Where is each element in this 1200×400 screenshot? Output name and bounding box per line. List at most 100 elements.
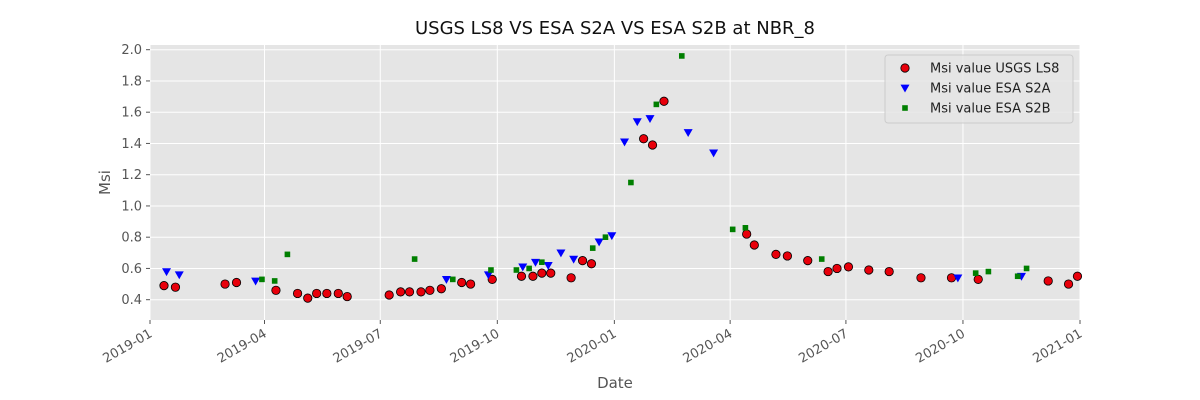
series-1 [162, 115, 1026, 286]
data-point [594, 238, 604, 247]
data-point [771, 249, 781, 259]
data-point [170, 282, 181, 292]
data-point [441, 276, 451, 284]
data-point [1014, 273, 1021, 280]
data-point [396, 287, 406, 297]
legend-marker [902, 105, 908, 111]
data-point [231, 277, 242, 288]
data-point [333, 288, 343, 299]
data-point [742, 225, 749, 231]
data-point [586, 259, 597, 269]
data-point [607, 232, 617, 241]
data-point [1072, 271, 1083, 281]
chart-title: USGS LS8 VS ESA S2A VS ESA S2B at NBR_8 [415, 18, 815, 39]
data-points [159, 53, 1083, 303]
y-tick-label: 2.0 [121, 43, 142, 58]
data-point [543, 261, 553, 270]
series-0 [159, 96, 1083, 303]
data-point [1023, 265, 1030, 272]
legend-label: Msi value ESA S2A [930, 82, 1051, 97]
legend-label: Msi value USGS LS8 [930, 62, 1059, 77]
data-point [639, 134, 649, 144]
data-point [487, 274, 497, 284]
data-point [516, 271, 527, 281]
data-point [566, 273, 576, 283]
data-point [818, 256, 825, 262]
data-point [1043, 276, 1053, 286]
data-point [271, 285, 281, 295]
legend-marker [900, 63, 910, 73]
legend: Msi value USGS LS8 Msi value ESA S2A Msi v… [884, 54, 1074, 124]
data-point [973, 274, 983, 284]
data-point [620, 138, 630, 147]
data-point [659, 96, 669, 106]
data-point [436, 284, 446, 294]
data-point [645, 115, 655, 123]
x-tick-label: 2020-04 [681, 326, 736, 366]
data-point [985, 268, 992, 275]
data-point [782, 251, 792, 261]
data-point [803, 256, 813, 266]
data-point [174, 271, 184, 280]
data-point [322, 288, 332, 299]
legend-item: Msi value ESA S2B [902, 102, 1051, 117]
data-point [466, 279, 476, 289]
data-point [569, 255, 579, 264]
data-point [518, 263, 528, 272]
data-point [384, 290, 394, 300]
x-tick-label: 2020-07 [796, 326, 851, 366]
data-point [425, 285, 435, 295]
data-point [530, 258, 540, 267]
data-point [546, 268, 556, 278]
data-point [864, 265, 874, 275]
data-point [513, 267, 520, 273]
legend-item: Msi value USGS LS8 [900, 62, 1059, 77]
legend-item: Msi value ESA S2A [900, 82, 1051, 97]
data-point [953, 274, 963, 283]
legend-marker [900, 84, 910, 93]
y-axis-label: Msi [96, 170, 114, 195]
data-point [488, 267, 494, 273]
series-2 [259, 53, 1030, 284]
data-point [916, 273, 926, 283]
data-point [271, 278, 278, 284]
data-point [292, 288, 303, 299]
data-point [683, 129, 693, 137]
x-tick-label: 2019-10 [448, 326, 503, 366]
data-point [678, 53, 685, 59]
data-point [632, 118, 642, 127]
data-point [303, 293, 313, 303]
data-point [284, 251, 291, 258]
data-point [159, 281, 169, 291]
data-point [647, 140, 658, 150]
data-point [162, 268, 172, 277]
data-point [404, 287, 415, 297]
data-point [251, 277, 261, 286]
data-point [972, 270, 979, 276]
data-point [457, 277, 467, 288]
y-tick-label: 1.2 [121, 168, 142, 183]
data-point [556, 249, 566, 258]
x-tick-label: 2021-01 [1030, 326, 1085, 366]
data-point [823, 266, 833, 277]
data-point [749, 240, 759, 250]
data-point [843, 262, 854, 272]
y-tick-label: 1.0 [121, 199, 142, 214]
legend-label: Msi value ESA S2B [930, 102, 1051, 117]
data-point [628, 179, 634, 186]
x-tick-label: 2019-07 [331, 326, 386, 366]
y-tick-label: 0.6 [121, 262, 142, 277]
data-point [483, 271, 493, 280]
data-point [312, 288, 322, 299]
legend-box [884, 54, 1074, 124]
x-tick-label: 2020-01 [565, 326, 620, 366]
data-point [589, 245, 596, 251]
data-point [528, 271, 538, 281]
data-point [411, 256, 418, 262]
data-point [742, 229, 752, 239]
x-tick-label: 2019-04 [215, 326, 270, 366]
data-point [259, 276, 265, 283]
data-point [832, 263, 842, 274]
data-point [449, 276, 456, 283]
